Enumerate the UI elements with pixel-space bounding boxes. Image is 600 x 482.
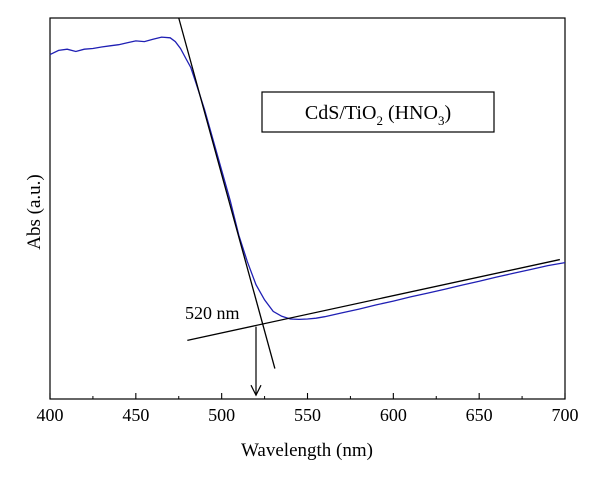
legend-text-a: CdS/TiO	[305, 102, 377, 124]
x-tick-label-400: 400	[37, 405, 64, 425]
x-tick-label-550: 550	[294, 405, 321, 425]
legend-box	[261, 91, 495, 133]
x-tick-label-650: 650	[466, 405, 493, 425]
axis-ticks	[49, 393, 566, 399]
annotation-label: 520 nm	[185, 303, 240, 323]
tangent-line-steep	[178, 17, 276, 369]
x-tick-labels: 400 450 500 550 600 650 700	[37, 405, 579, 425]
x-tick-label-450: 450	[122, 405, 149, 425]
tangent-line-baseline	[187, 258, 560, 341]
legend-sub-a: 2	[376, 113, 383, 128]
x-tick-label-600: 600	[380, 405, 407, 425]
y-axis-title: Abs (a.u.)	[24, 174, 45, 249]
absorbance-curve	[49, 36, 566, 321]
x-axis-title: Wavelength (nm)	[241, 440, 373, 461]
annotation-arrow-head	[250, 384, 262, 397]
legend: CdS/TiO2 (HNO3)	[261, 91, 495, 133]
legend-text-b: (HNO	[383, 102, 438, 124]
legend-sub-b: 3	[438, 113, 445, 128]
legend-entry: CdS/TiO2 (HNO3)	[305, 102, 451, 128]
plot-frame	[49, 17, 566, 400]
legend-text-c: )	[444, 102, 451, 124]
x-tick-label-500: 500	[208, 405, 235, 425]
x-tick-label-700: 700	[552, 405, 579, 425]
